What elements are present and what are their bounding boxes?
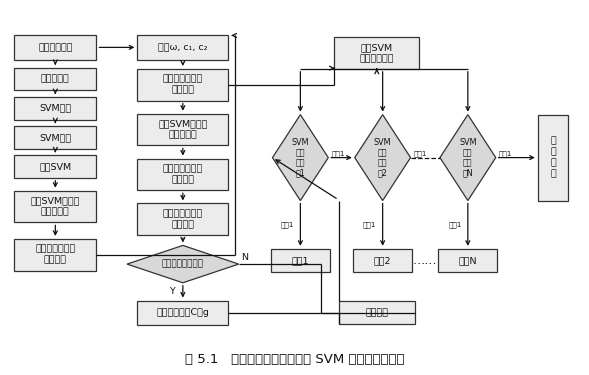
FancyBboxPatch shape: [14, 68, 97, 90]
Polygon shape: [440, 115, 496, 201]
Text: 输出1: 输出1: [281, 221, 294, 228]
FancyBboxPatch shape: [137, 114, 229, 146]
FancyBboxPatch shape: [137, 203, 229, 235]
FancyBboxPatch shape: [334, 37, 419, 69]
FancyBboxPatch shape: [137, 300, 229, 325]
Polygon shape: [273, 115, 328, 201]
Text: SVM
二类
分类
器2: SVM 二类 分类 器2: [374, 138, 392, 178]
Text: 达到最大迭代次数: 达到最大迭代次数: [162, 260, 204, 268]
Text: 粒子速度更新和
位置更新: 粒子速度更新和 位置更新: [163, 75, 203, 95]
Text: 正
常
状
态: 正 常 状 态: [550, 136, 556, 179]
Text: SVM
二类
分类
器1: SVM 二类 分类 器1: [292, 138, 309, 178]
Text: 测试SVM: 测试SVM: [39, 162, 71, 171]
Text: 输出1: 输出1: [331, 151, 345, 157]
FancyBboxPatch shape: [137, 35, 229, 60]
Text: 获得最优参数C和g: 获得最优参数C和g: [157, 308, 209, 317]
Text: 故障1: 故障1: [292, 256, 309, 265]
Text: 测试样本: 测试样本: [365, 308, 388, 317]
Text: 生成初始粒子: 生成初始粒子: [38, 43, 72, 52]
FancyBboxPatch shape: [339, 301, 415, 324]
Text: 图 5.1   改进的粒子群算法优化 SVM 的故障诊断模型: 图 5.1 改进的粒子群算法优化 SVM 的故障诊断模型: [185, 353, 404, 366]
Text: 故障N: 故障N: [459, 256, 477, 265]
Text: 根据SVM准确率
计算适应度: 根据SVM准确率 计算适应度: [31, 196, 80, 217]
FancyBboxPatch shape: [14, 126, 97, 148]
Text: 故障2: 故障2: [374, 256, 392, 265]
FancyBboxPatch shape: [137, 69, 229, 100]
Text: 个体极值和全局
极值更新: 个体极值和全局 极值更新: [163, 209, 203, 229]
Polygon shape: [127, 245, 239, 283]
FancyBboxPatch shape: [538, 115, 568, 201]
Text: SVM模型: SVM模型: [39, 104, 71, 113]
Text: 输出1: 输出1: [413, 151, 427, 157]
Text: 输出1: 输出1: [499, 151, 512, 157]
Text: 适应度方差判别
位置更新: 适应度方差判别 位置更新: [163, 164, 203, 184]
Polygon shape: [355, 115, 411, 201]
Text: SVM训练: SVM训练: [39, 133, 71, 142]
Text: 训练SVM
获得最优模型: 训练SVM 获得最优模型: [359, 43, 394, 63]
Text: SVM
二类
分类
器N: SVM 二类 分类 器N: [459, 138, 477, 178]
FancyBboxPatch shape: [438, 249, 497, 272]
FancyBboxPatch shape: [14, 155, 97, 178]
Text: 输出1: 输出1: [448, 221, 462, 228]
FancyBboxPatch shape: [14, 97, 97, 120]
Text: 参数初始化: 参数初始化: [41, 75, 70, 84]
FancyBboxPatch shape: [353, 249, 412, 272]
FancyBboxPatch shape: [14, 190, 97, 222]
FancyBboxPatch shape: [14, 35, 97, 60]
FancyBboxPatch shape: [14, 239, 97, 271]
Text: 寻找个体极值和
全局极值: 寻找个体极值和 全局极值: [35, 245, 75, 265]
Text: 更新ω, c₁, c₂: 更新ω, c₁, c₂: [158, 43, 207, 52]
FancyBboxPatch shape: [271, 249, 330, 272]
FancyBboxPatch shape: [137, 159, 229, 190]
Text: N: N: [241, 253, 249, 262]
Text: ……: ……: [413, 254, 438, 267]
Text: 输出1: 输出1: [363, 221, 376, 228]
Text: Y: Y: [170, 287, 175, 296]
Text: 根据SVM准确率
计算适应度: 根据SVM准确率 计算适应度: [158, 120, 207, 140]
